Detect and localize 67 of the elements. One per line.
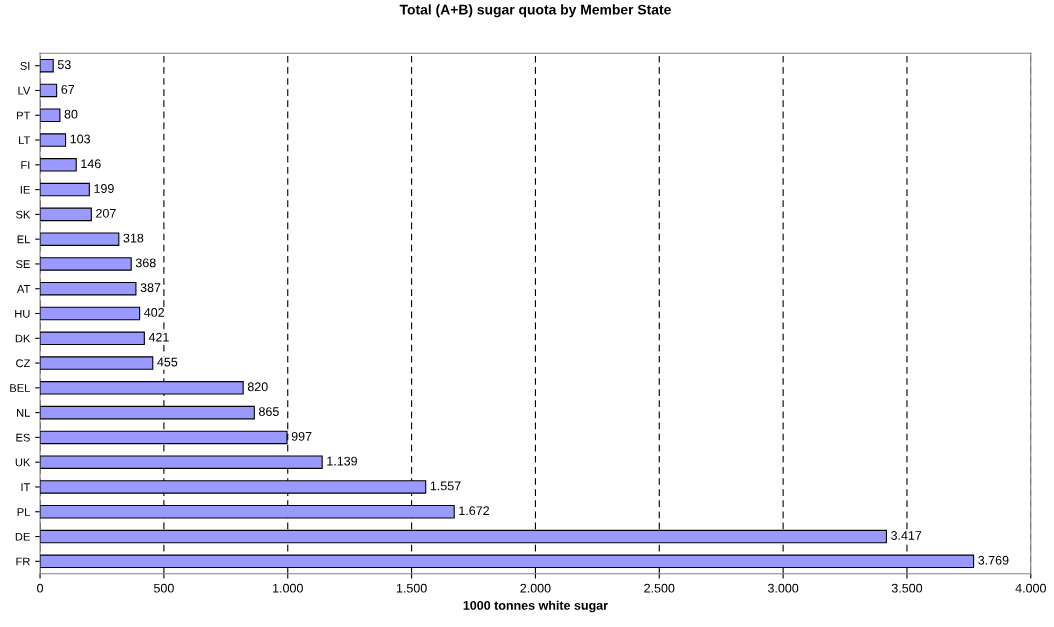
y-tick-label: UK: [15, 458, 31, 467]
data-label: 1.557: [430, 481, 461, 491]
data-label: 387: [140, 283, 161, 293]
y-tick-label: AT: [16, 285, 31, 293]
bar: [40, 83, 58, 98]
x-tick-label: 500: [153, 583, 174, 593]
y-tick-label: LT: [19, 136, 31, 145]
bar: [40, 133, 67, 147]
x-tick-label: 3.000: [767, 583, 799, 593]
x-tick-label: 2.500: [644, 583, 675, 593]
y-tick-label: BEL: [10, 384, 30, 392]
y-tick-label: FI: [21, 161, 30, 169]
bar: [40, 207, 92, 222]
y-tick-label: PT: [17, 111, 31, 120]
y-tick-label: DE: [15, 532, 30, 541]
data-label: 865: [259, 407, 279, 416]
data-label: 455: [157, 357, 178, 367]
x-tick-label: 1.500: [396, 583, 427, 593]
data-label: 421: [148, 332, 169, 342]
data-label: 53: [57, 60, 71, 70]
bar: [40, 480, 427, 494]
data-label: 80: [64, 109, 78, 119]
chart-title: Total (A+B) sugar quota by Member State: [399, 4, 671, 18]
y-tick-label: HU: [15, 309, 30, 318]
bar: [40, 158, 77, 172]
y-tick-label: IT: [21, 483, 31, 491]
data-label: 199: [94, 184, 114, 193]
x-tick-label: 4.000: [1015, 583, 1046, 593]
x-tick-label: 1.000: [273, 583, 303, 593]
y-tick-label: NL: [17, 409, 30, 417]
x-tick-label: 0: [37, 583, 44, 593]
x-tick-label: 2.000: [520, 583, 551, 593]
data-label: 820: [247, 382, 268, 392]
bar: [40, 331, 145, 346]
bar: [40, 356, 154, 370]
data-label: 997: [291, 431, 312, 441]
data-label: 1.139: [327, 456, 358, 466]
y-tick-label: SI: [20, 61, 30, 70]
y-tick-label: SK: [16, 210, 31, 219]
data-label: 67: [61, 84, 75, 94]
y-tick-label: DK: [15, 334, 31, 343]
data-label: 1.672: [459, 506, 490, 516]
y-tick-label: ES: [16, 433, 30, 442]
data-label: 3.417: [891, 531, 922, 540]
y-tick-label: CZ: [16, 359, 30, 368]
bar: [40, 58, 54, 73]
x-tick-label: 3.500: [891, 583, 923, 593]
data-label: 368: [135, 258, 156, 268]
y-tick-label: IE: [20, 185, 30, 194]
y-tick-label: LV: [18, 86, 31, 95]
bar: [40, 505, 455, 519]
data-label: 318: [123, 233, 144, 243]
y-tick-label: SE: [16, 260, 30, 269]
bar: [40, 306, 141, 321]
data-label: 103: [70, 134, 91, 144]
data-label: 146: [81, 159, 101, 169]
data-label: 207: [96, 208, 116, 218]
data-label: 3.769: [978, 555, 1009, 565]
bar: [40, 232, 120, 246]
y-tick-label: EL: [17, 235, 30, 244]
y-tick-label: PL: [17, 508, 30, 516]
data-label: 402: [144, 308, 165, 317]
bar: [40, 182, 90, 197]
bar: [40, 108, 61, 122]
y-tick-label: FR: [16, 557, 30, 566]
x-axis-title: 1000 tonnes white sugar: [463, 600, 608, 613]
bar: [40, 257, 132, 271]
